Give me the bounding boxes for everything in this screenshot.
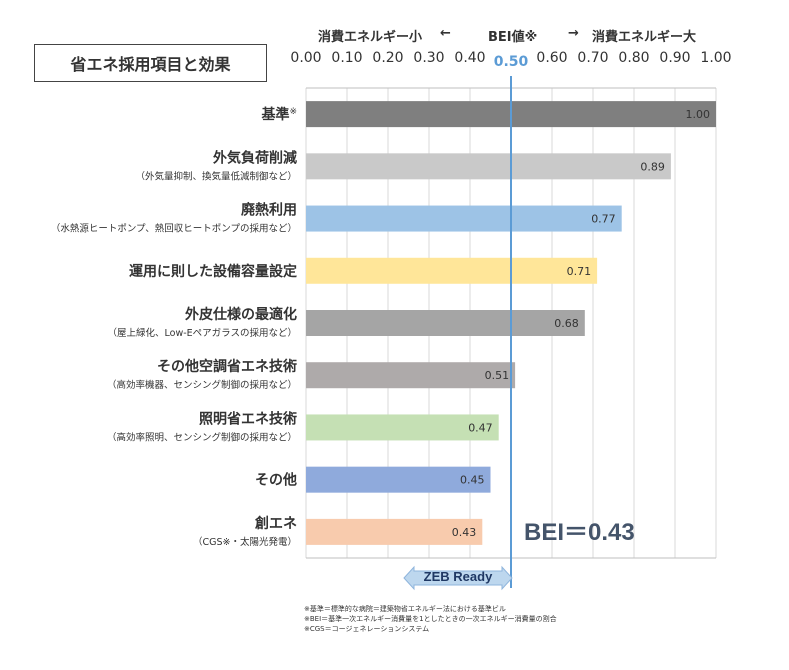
x-tick-label: 0.90: [659, 50, 690, 66]
category-sublabel: （CGS※・太陽光発電）: [193, 536, 297, 548]
x-tick-label: 0.30: [413, 50, 444, 66]
category-label: その他: [255, 472, 297, 489]
category-label: 廃熱利用: [241, 202, 297, 219]
category-label: 照明省エネ技術: [199, 410, 297, 427]
bar-value-label: 0.47: [468, 421, 493, 434]
x-tick-label: 0.40: [454, 50, 485, 66]
category-label: 運用に則した設備容量設定: [129, 263, 297, 280]
chart-title: 省エネ採用項目と効果: [70, 55, 231, 74]
footnote-1: ※基準＝標準的な病院＝建築物省エネルギー法における基準ビル: [304, 605, 506, 613]
bar-value-label: 0.68: [554, 317, 579, 330]
bar-value-label: 0.71: [567, 265, 592, 278]
x-tick-label: 0.00: [290, 50, 321, 66]
category-label: 外皮仕様の最適化: [185, 306, 297, 323]
chart-title-box: 省エネ採用項目と効果: [34, 44, 267, 82]
category-sublabel: （高効率機器、センシング制御の採用など）: [107, 379, 297, 391]
x-tick-label: 0.60: [536, 50, 567, 66]
category-sublabel: （水熱源ヒートポンプ、熱回収ヒートポンプの採用など）: [51, 223, 297, 235]
category-sublabel: （外気量抑制、換気量低減制御など）: [135, 170, 297, 182]
header-left-arrow: ←: [440, 26, 451, 41]
bar-value-label: 0.77: [591, 213, 616, 226]
x-tick-label: 0.50: [494, 54, 529, 70]
x-tick-label: 0.70: [577, 50, 608, 66]
header-left-label: 消費エネルギー小: [318, 30, 423, 45]
zeb-ready-arrow: [403, 565, 513, 591]
bar-value-label: 1.00: [686, 108, 711, 121]
bar-value-label: 0.89: [640, 160, 665, 173]
category-label: 創エネ: [254, 515, 297, 532]
category-sublabel: （屋上緑化、Low-Eペアガラスの採用など）: [108, 327, 297, 339]
bar: [306, 257, 598, 284]
footnotes: ※基準＝標準的な病院＝建築物省エネルギー法における基準ビル ※BEI＝基準一次エ…: [304, 604, 557, 634]
x-tick-label: 0.20: [372, 50, 403, 66]
bar: [306, 466, 491, 493]
x-tick-label: 0.80: [618, 50, 649, 66]
bar: [306, 205, 622, 232]
bar-value-label: 0.43: [452, 526, 477, 539]
category-label: 外気負荷削減: [213, 149, 297, 166]
footnote-2: ※BEI＝基準一次エネルギー消費量を1としたときの一次エネルギー消費量の割合: [304, 615, 557, 623]
header-right-label: 消費エネルギー大: [592, 30, 697, 45]
header-center-label: BEI値※: [488, 30, 538, 45]
bar: [306, 362, 516, 389]
category-label: 基準※: [261, 106, 297, 123]
bar: [306, 414, 499, 441]
bei-result: BEI＝0.43: [524, 519, 635, 546]
category-label: その他空調省エネ技術: [157, 358, 297, 375]
bar: [306, 310, 585, 336]
category-label-sup: ※: [289, 107, 297, 117]
x-tick-label: 1.00: [700, 50, 731, 66]
bar-value-label: 0.45: [460, 474, 485, 487]
bar: [306, 518, 483, 545]
zeb-ready-label: ZEB Ready: [423, 569, 493, 584]
bar-value-label: 0.51: [485, 369, 510, 382]
x-tick-label: 0.10: [331, 50, 362, 66]
header-right-arrow: →: [568, 26, 579, 41]
bar: [306, 153, 671, 180]
category-sublabel: （高効率照明、センシング制御の採用など）: [107, 431, 297, 443]
footnote-3: ※CGS＝コージェネレーションシステム: [304, 625, 430, 633]
